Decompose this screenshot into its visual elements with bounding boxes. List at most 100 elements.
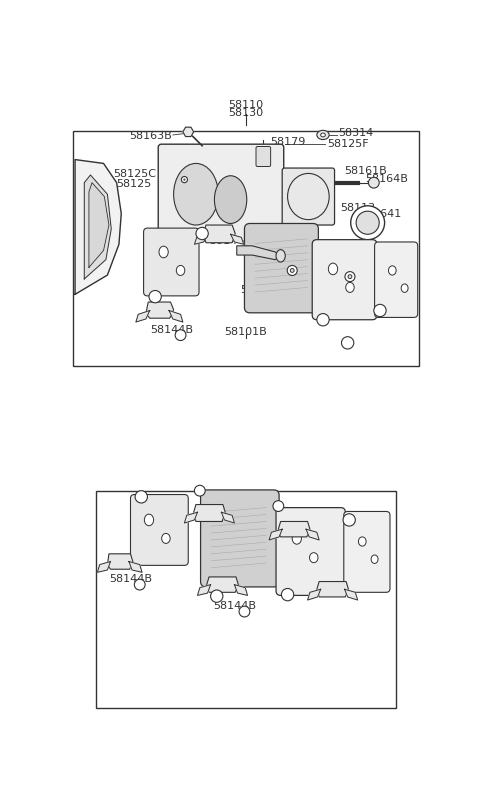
Polygon shape bbox=[204, 225, 235, 243]
Polygon shape bbox=[194, 235, 207, 245]
Ellipse shape bbox=[287, 266, 297, 276]
Text: 58125C: 58125C bbox=[114, 169, 156, 179]
Polygon shape bbox=[278, 521, 310, 537]
Ellipse shape bbox=[348, 276, 352, 279]
Polygon shape bbox=[237, 247, 280, 260]
FancyBboxPatch shape bbox=[131, 495, 188, 566]
Text: 58110: 58110 bbox=[228, 100, 264, 110]
Text: 4: 4 bbox=[137, 581, 143, 590]
Polygon shape bbox=[97, 562, 110, 573]
Ellipse shape bbox=[351, 207, 384, 240]
Text: 3: 3 bbox=[347, 516, 352, 525]
Polygon shape bbox=[269, 530, 282, 540]
FancyBboxPatch shape bbox=[276, 508, 345, 595]
Text: 58144B: 58144B bbox=[209, 235, 252, 246]
Ellipse shape bbox=[310, 553, 318, 563]
Circle shape bbox=[343, 514, 355, 526]
Ellipse shape bbox=[292, 533, 301, 544]
Ellipse shape bbox=[215, 177, 247, 224]
Text: 3: 3 bbox=[377, 307, 383, 315]
Ellipse shape bbox=[162, 534, 170, 543]
Text: 4: 4 bbox=[178, 331, 183, 341]
Polygon shape bbox=[89, 183, 109, 268]
Text: 58179: 58179 bbox=[271, 137, 306, 147]
Text: 58163B: 58163B bbox=[129, 131, 172, 141]
Circle shape bbox=[194, 486, 205, 496]
Ellipse shape bbox=[345, 272, 355, 282]
Text: 58125: 58125 bbox=[117, 178, 152, 188]
Text: 4: 4 bbox=[242, 607, 247, 616]
Polygon shape bbox=[197, 585, 211, 595]
FancyBboxPatch shape bbox=[201, 491, 279, 587]
Text: 58101B: 58101B bbox=[225, 326, 267, 336]
FancyBboxPatch shape bbox=[158, 145, 284, 242]
Text: 26641: 26641 bbox=[366, 209, 401, 219]
Ellipse shape bbox=[159, 247, 168, 259]
Text: 1: 1 bbox=[153, 293, 158, 302]
Polygon shape bbox=[221, 513, 234, 523]
Polygon shape bbox=[308, 590, 321, 600]
FancyBboxPatch shape bbox=[344, 512, 390, 593]
Text: 58144B: 58144B bbox=[109, 573, 152, 584]
Text: 2: 2 bbox=[214, 592, 219, 601]
Polygon shape bbox=[234, 585, 248, 595]
Polygon shape bbox=[317, 581, 348, 597]
Text: 4: 4 bbox=[197, 487, 203, 496]
Polygon shape bbox=[306, 530, 319, 540]
Circle shape bbox=[211, 590, 223, 603]
Polygon shape bbox=[207, 577, 238, 593]
Polygon shape bbox=[129, 562, 142, 573]
Bar bbox=[73, 132, 419, 367]
Ellipse shape bbox=[346, 283, 354, 293]
Polygon shape bbox=[146, 303, 174, 319]
Text: 2: 2 bbox=[285, 590, 290, 599]
Text: 58164B: 58164B bbox=[365, 174, 408, 184]
Ellipse shape bbox=[388, 267, 396, 276]
Text: 58144B: 58144B bbox=[207, 494, 251, 504]
Ellipse shape bbox=[371, 556, 378, 564]
Polygon shape bbox=[136, 311, 150, 323]
Polygon shape bbox=[169, 311, 183, 323]
Polygon shape bbox=[183, 128, 193, 137]
Polygon shape bbox=[193, 505, 225, 521]
Polygon shape bbox=[184, 513, 197, 523]
Text: 23411: 23411 bbox=[269, 189, 304, 200]
Text: 4: 4 bbox=[276, 502, 281, 511]
Text: 58125F: 58125F bbox=[327, 139, 369, 148]
Ellipse shape bbox=[359, 537, 366, 547]
Ellipse shape bbox=[176, 266, 185, 276]
Ellipse shape bbox=[328, 264, 337, 276]
Circle shape bbox=[135, 491, 147, 504]
Ellipse shape bbox=[144, 514, 154, 526]
FancyBboxPatch shape bbox=[144, 229, 199, 297]
FancyBboxPatch shape bbox=[256, 148, 271, 167]
Text: 58144B: 58144B bbox=[214, 600, 257, 610]
Ellipse shape bbox=[321, 134, 325, 138]
Text: 4: 4 bbox=[200, 230, 205, 238]
Text: 2: 2 bbox=[320, 315, 325, 325]
Circle shape bbox=[239, 607, 250, 617]
Ellipse shape bbox=[290, 269, 294, 273]
Text: 58164B: 58164B bbox=[315, 286, 358, 296]
Circle shape bbox=[196, 228, 208, 240]
Text: 58161B: 58161B bbox=[345, 166, 387, 176]
Bar bbox=[96, 491, 396, 708]
Polygon shape bbox=[345, 590, 358, 600]
Circle shape bbox=[374, 305, 386, 317]
Ellipse shape bbox=[276, 251, 285, 263]
Ellipse shape bbox=[183, 179, 186, 182]
Text: 58168A: 58168A bbox=[262, 277, 304, 287]
FancyBboxPatch shape bbox=[282, 169, 335, 225]
FancyBboxPatch shape bbox=[374, 242, 418, 318]
Polygon shape bbox=[230, 235, 244, 245]
FancyBboxPatch shape bbox=[312, 240, 377, 320]
Ellipse shape bbox=[317, 131, 329, 140]
Ellipse shape bbox=[369, 178, 379, 189]
Circle shape bbox=[273, 501, 284, 512]
Ellipse shape bbox=[174, 164, 218, 225]
Text: 58144B: 58144B bbox=[150, 324, 193, 335]
Polygon shape bbox=[75, 161, 121, 295]
FancyBboxPatch shape bbox=[244, 224, 318, 313]
Text: 2: 2 bbox=[345, 339, 350, 348]
Text: 58162B: 58162B bbox=[240, 285, 284, 294]
